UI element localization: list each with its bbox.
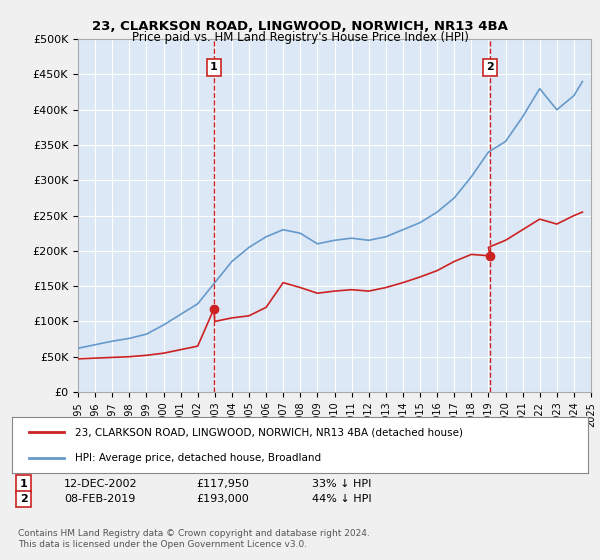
Text: 23, CLARKSON ROAD, LINGWOOD, NORWICH, NR13 4BA: 23, CLARKSON ROAD, LINGWOOD, NORWICH, NR…	[92, 20, 508, 32]
Text: £117,950: £117,950	[196, 479, 249, 489]
Text: 1: 1	[210, 62, 218, 72]
Text: 08-FEB-2019: 08-FEB-2019	[64, 494, 135, 504]
Text: 33% ↓ HPI: 33% ↓ HPI	[311, 479, 371, 489]
Text: 44% ↓ HPI: 44% ↓ HPI	[311, 494, 371, 504]
Text: £193,000: £193,000	[196, 494, 249, 504]
Text: Price paid vs. HM Land Registry's House Price Index (HPI): Price paid vs. HM Land Registry's House …	[131, 31, 469, 44]
Text: Contains HM Land Registry data © Crown copyright and database right 2024.
This d: Contains HM Land Registry data © Crown c…	[18, 529, 370, 549]
Text: 12-DEC-2002: 12-DEC-2002	[64, 479, 137, 489]
Text: 2: 2	[486, 62, 494, 72]
Text: 23, CLARKSON ROAD, LINGWOOD, NORWICH, NR13 4BA (detached house): 23, CLARKSON ROAD, LINGWOOD, NORWICH, NR…	[76, 427, 463, 437]
Text: HPI: Average price, detached house, Broadland: HPI: Average price, detached house, Broa…	[76, 453, 322, 463]
Text: 2: 2	[20, 494, 28, 504]
Text: 1: 1	[20, 479, 28, 489]
